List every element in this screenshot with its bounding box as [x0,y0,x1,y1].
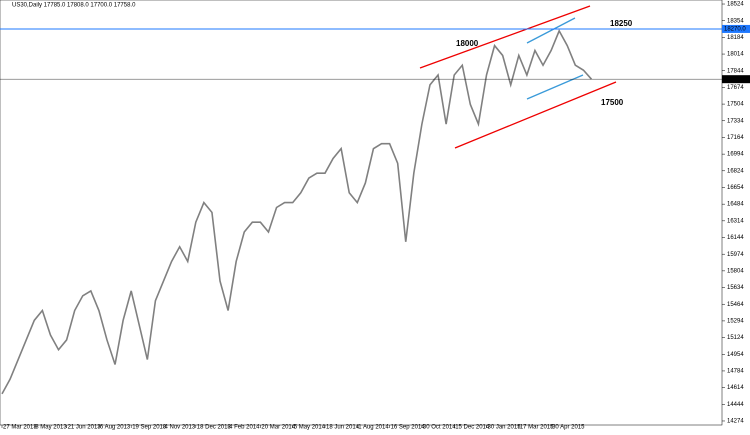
annotation: 18000 [456,39,479,48]
y-tick-label: 18184 [727,35,744,41]
plot-frame [0,0,723,426]
x-tick-label: 30 Apr 2015 [552,425,585,430]
x-tick-label: 18 Dec 2013 [197,425,232,430]
x-tick-label: 17 Mar 2015 [520,425,554,430]
channel-upper-blue [526,17,576,44]
x-tick-label: 4 Nov 2013 [165,425,196,430]
x-tick-label: 27 Mar 2013 [3,425,37,430]
x-tick-label: 18 Jun 2014 [326,425,360,430]
x-tick-label: 21 Jun 2013 [68,425,102,430]
y-tick-label: 14784 [727,369,744,375]
y-tick-label: 16994 [727,152,744,158]
y-tick-label: 15124 [727,335,744,341]
y-tick-label: 17504 [727,102,744,108]
y-tick-label: 15974 [727,252,744,258]
x-tick-label: 6 Aug 2013 [100,425,131,430]
y-tick-label: 18524 [727,2,744,8]
y-tick-label: 16144 [727,235,744,241]
chart-title: US30,Daily 17785.0 17808.0 17700.0 17758… [12,3,136,9]
x-tick-label: 19 Sep 2013 [132,425,167,430]
y-tick-label: 16484 [727,202,744,208]
channel-upper [419,5,591,69]
x-tick-label: 1 Aug 2014 [358,425,389,430]
y-tick-label: 14614 [727,385,744,391]
y-tick-label: 18014 [727,52,744,58]
x-tick-label: 30 Oct 2014 [423,425,456,430]
price-level-tag [722,75,750,84]
annotation: 18250 [610,19,633,28]
price-line [1,29,593,395]
x-tick-label: 8 May 2013 [35,425,67,430]
x-tick-label: 20 Mar 2014 [261,425,295,430]
y-tick-label: 17674 [727,85,744,91]
channel-lower [454,81,617,149]
y-tick-label: 15464 [727,302,744,308]
x-tick-label: 30 Jan 2015 [488,425,522,430]
y-tick-label: 15294 [727,318,744,324]
y-tick-label: 15634 [727,285,744,291]
y-tick-label: 17844 [727,68,744,74]
y-tick-label: 14444 [727,402,744,408]
x-tick-label: 4 Feb 2014 [229,425,260,430]
annotation: 17500 [601,98,624,107]
x-tick-label: 5 May 2014 [294,425,326,430]
price-level-label: 17758.0 [724,77,746,83]
y-tick-label: 17334 [727,118,744,124]
y-tick-label: 16314 [727,218,744,224]
x-tick-label: 15 Dec 2014 [455,425,490,430]
x-tick-label: 16 Sep 2014 [391,425,426,430]
y-tick-label: 14954 [727,352,744,358]
y-tick-label: 14274 [727,419,744,425]
price-level-label: 18270.0 [724,27,746,33]
y-tick-label: 16824 [727,168,744,174]
y-tick-label: 17164 [727,135,744,141]
y-tick-label: 15804 [727,268,744,274]
price-level-tag [722,24,750,33]
y-tick-label: 16654 [727,185,744,191]
y-tick-label: 18354 [727,18,744,24]
